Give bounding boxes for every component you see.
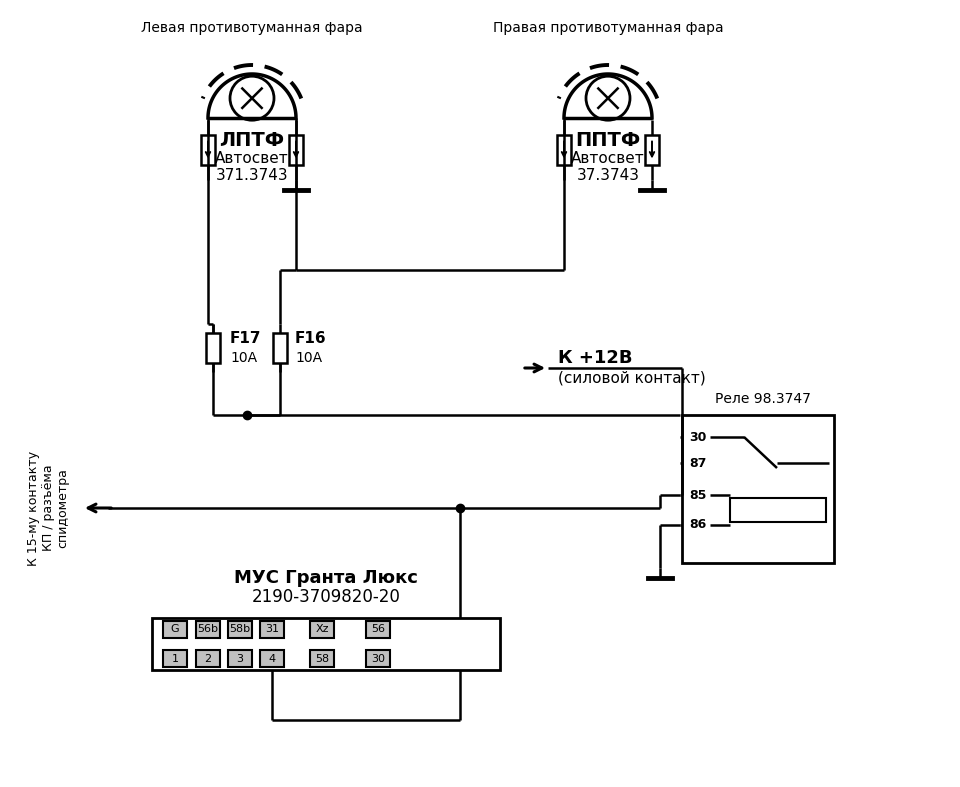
Text: 56: 56	[371, 624, 385, 634]
Text: F16: F16	[295, 331, 326, 345]
Bar	[196, 650, 220, 667]
Bar	[730, 498, 826, 522]
Bar	[289, 135, 303, 165]
Text: МУС Гранта Люкс: МУС Гранта Люкс	[234, 569, 418, 587]
Text: К +12В: К +12В	[558, 349, 633, 367]
Text: 4: 4	[269, 654, 276, 664]
Bar	[260, 621, 284, 638]
Bar	[228, 621, 252, 638]
Text: ППТФ: ППТФ	[575, 131, 640, 150]
Bar	[228, 650, 252, 667]
Text: Автосвет: Автосвет	[571, 150, 645, 165]
Text: Левая противотуманная фара: Левая противотуманная фара	[141, 21, 363, 35]
Text: 87: 87	[689, 456, 707, 470]
Text: (силовой контакт): (силовой контакт)	[558, 371, 706, 386]
Text: 2: 2	[204, 654, 211, 664]
Bar	[310, 621, 334, 638]
Text: 10А: 10А	[230, 351, 257, 365]
Bar	[557, 135, 571, 165]
Bar	[196, 621, 220, 638]
Text: G: G	[171, 624, 180, 634]
Text: 58: 58	[315, 654, 329, 664]
Bar	[310, 650, 334, 667]
Text: 86: 86	[689, 519, 707, 531]
Bar	[260, 650, 284, 667]
Bar	[201, 135, 215, 165]
Bar	[682, 415, 834, 563]
Bar	[163, 650, 187, 667]
Text: 30: 30	[689, 430, 707, 444]
Text: 3: 3	[236, 654, 244, 664]
Bar	[645, 135, 659, 165]
Text: К 15-му контакту
КП / разъёма
спидометра: К 15-му контакту КП / разъёма спидометра	[27, 450, 69, 566]
Text: ЛПТФ: ЛПТФ	[220, 131, 284, 150]
Bar	[366, 650, 390, 667]
Bar	[163, 621, 187, 638]
Text: Реле 98.3747: Реле 98.3747	[715, 392, 811, 406]
Bar	[366, 621, 390, 638]
Text: 371.3743: 371.3743	[216, 168, 288, 183]
Text: Правая противотуманная фара: Правая противотуманная фара	[492, 21, 723, 35]
Text: 56b: 56b	[198, 624, 219, 634]
Text: F17: F17	[230, 331, 261, 345]
Text: 10А: 10А	[295, 351, 323, 365]
Bar	[273, 333, 287, 363]
Text: Xz: Xz	[315, 624, 328, 634]
Text: 58b: 58b	[229, 624, 251, 634]
Text: 85: 85	[689, 489, 707, 501]
Bar	[206, 333, 220, 363]
Text: 1: 1	[172, 654, 179, 664]
Text: 30: 30	[371, 654, 385, 664]
Text: Автосвет: Автосвет	[215, 150, 289, 165]
Text: 31: 31	[265, 624, 279, 634]
Text: 2190-3709820-20: 2190-3709820-20	[252, 588, 400, 606]
Text: 37.3743: 37.3743	[577, 168, 639, 183]
Bar	[152, 618, 500, 670]
